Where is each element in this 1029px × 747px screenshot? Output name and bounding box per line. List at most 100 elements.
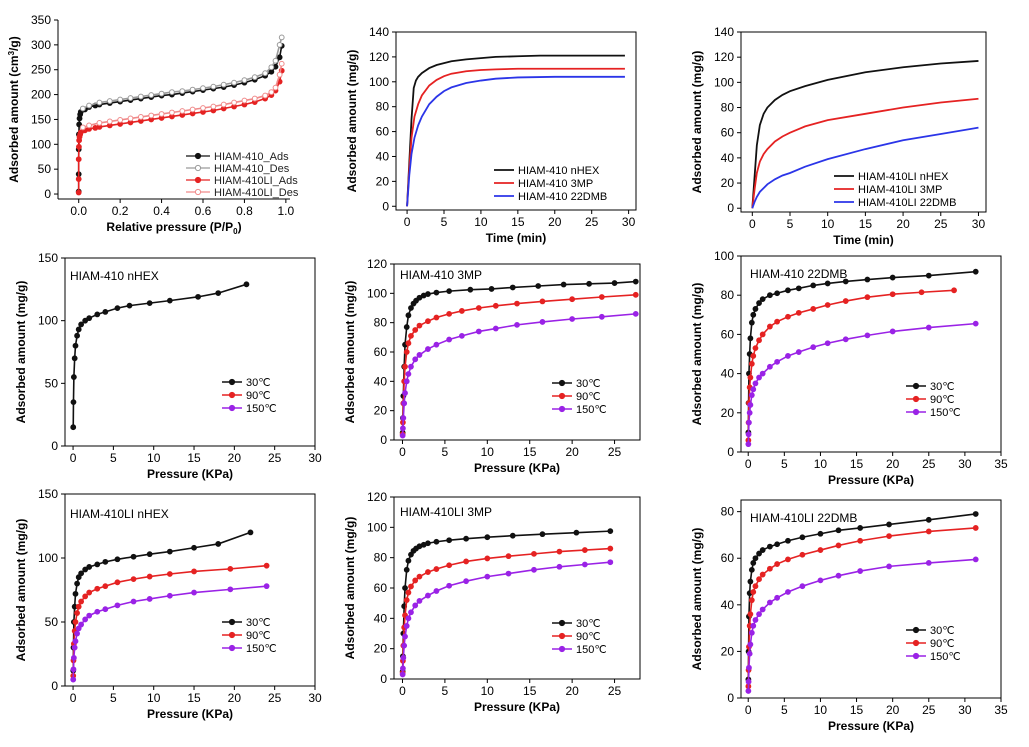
sample-annotation: HIAM-410LI nHEX xyxy=(70,507,169,521)
data-point xyxy=(514,321,520,328)
data-point xyxy=(70,424,77,431)
y-tick-label: 50 xyxy=(38,162,52,176)
data-point xyxy=(405,371,412,377)
y-tick-label: 40 xyxy=(721,367,735,381)
data-point xyxy=(886,533,892,540)
series-0 xyxy=(70,281,250,431)
data-point xyxy=(785,287,791,294)
data-point xyxy=(86,315,93,322)
data-point xyxy=(71,355,78,362)
data-point xyxy=(750,353,757,359)
data-point xyxy=(925,516,932,523)
series-1 xyxy=(399,291,639,438)
legend-marker xyxy=(228,391,236,399)
y-axis-label: Adsorbed amount (mg/g) xyxy=(343,281,357,424)
x-axis-label: Pressure (KPa) xyxy=(474,700,560,714)
data-point xyxy=(752,306,759,312)
y-axis-label: Adsorbed amount (mg/g) xyxy=(690,528,704,671)
legend-entry: 150℃ xyxy=(906,651,961,663)
x-tick-label: 0 xyxy=(404,215,411,229)
legend-label: 30℃ xyxy=(576,378,601,390)
data-point xyxy=(82,317,89,324)
series-2 xyxy=(745,556,979,694)
data-point xyxy=(810,306,817,312)
x-tick-label: 20 xyxy=(886,457,900,471)
data-point xyxy=(864,294,871,301)
series-line xyxy=(751,60,979,209)
y-tick-label: 250 xyxy=(31,63,51,77)
data-point xyxy=(278,60,285,67)
data-point xyxy=(774,318,781,325)
data-point xyxy=(556,563,563,570)
x-tick-label: 25 xyxy=(608,445,622,459)
legend-label: HIAM-410LI_Des xyxy=(214,187,299,199)
data-point xyxy=(446,562,453,569)
x-tick-label: 5 xyxy=(110,691,117,705)
sample-annotation: HIAM-410LI 22DMB xyxy=(750,511,857,525)
data-point xyxy=(752,583,759,590)
data-point xyxy=(166,592,173,599)
legend-marker xyxy=(194,164,202,172)
y-tick-label: 60 xyxy=(374,581,388,595)
data-point xyxy=(607,528,614,535)
y-tick-label: 140 xyxy=(714,25,734,39)
data-point xyxy=(402,633,408,640)
data-point xyxy=(746,419,752,426)
data-point xyxy=(785,353,791,359)
data-point xyxy=(425,318,431,325)
legend-marker xyxy=(558,392,566,400)
x-tick-label: 30 xyxy=(972,217,986,231)
data-point xyxy=(166,297,173,304)
chart-p7: 0 5 10 15 20 25 30 0 50 100 150 Pressure (KPa) Adsor… xyxy=(14,487,322,721)
data-point xyxy=(408,551,414,558)
legend-entry: HIAM-410 nHEX xyxy=(494,165,600,177)
plot-frame xyxy=(740,31,987,213)
data-point xyxy=(748,629,755,636)
y-tick-label: 80 xyxy=(721,505,735,519)
data-point xyxy=(569,296,576,303)
legend-marker xyxy=(194,188,202,196)
data-point xyxy=(276,71,283,78)
data-point xyxy=(918,289,925,296)
x-tick-label: 0 xyxy=(745,703,752,717)
data-point xyxy=(403,324,410,330)
data-point xyxy=(925,559,932,566)
data-point xyxy=(74,332,80,339)
x-tick-label: 0.4 xyxy=(153,204,170,218)
y-axis-label: Adsorbed amount (mg/g) xyxy=(14,281,28,424)
x-tick-label: 25 xyxy=(268,691,282,705)
legend-marker xyxy=(912,408,920,416)
legend-entry: 90℃ xyxy=(906,394,955,406)
x-tick-label: 30 xyxy=(622,215,636,229)
sample-annotation: HIAM-410 nHEX xyxy=(70,269,159,283)
legend-marker xyxy=(558,645,566,653)
data-point xyxy=(759,296,766,303)
data-point xyxy=(241,77,248,84)
data-point xyxy=(785,537,791,544)
data-point xyxy=(750,589,757,595)
data-point xyxy=(581,547,588,553)
data-point xyxy=(972,556,979,563)
data-point xyxy=(842,298,849,304)
data-point xyxy=(191,544,197,551)
data-point xyxy=(117,117,124,123)
data-point xyxy=(446,537,453,544)
data-point xyxy=(759,571,766,578)
data-point xyxy=(759,331,766,338)
data-point xyxy=(752,380,759,387)
y-tick-label: 150 xyxy=(38,251,58,265)
data-point xyxy=(137,114,144,120)
data-point xyxy=(531,550,537,557)
y-tick-label: 80 xyxy=(721,288,735,302)
data-point xyxy=(72,590,79,597)
y-tick-label: 80 xyxy=(721,101,735,115)
series-line xyxy=(82,37,283,110)
y-tick-label: 80 xyxy=(374,316,388,330)
data-point xyxy=(210,103,217,110)
legend-marker xyxy=(558,379,566,387)
data-point xyxy=(74,580,80,587)
data-point xyxy=(72,342,79,349)
series-1 xyxy=(745,287,957,444)
series-2 xyxy=(745,320,979,448)
data-point xyxy=(569,316,576,322)
